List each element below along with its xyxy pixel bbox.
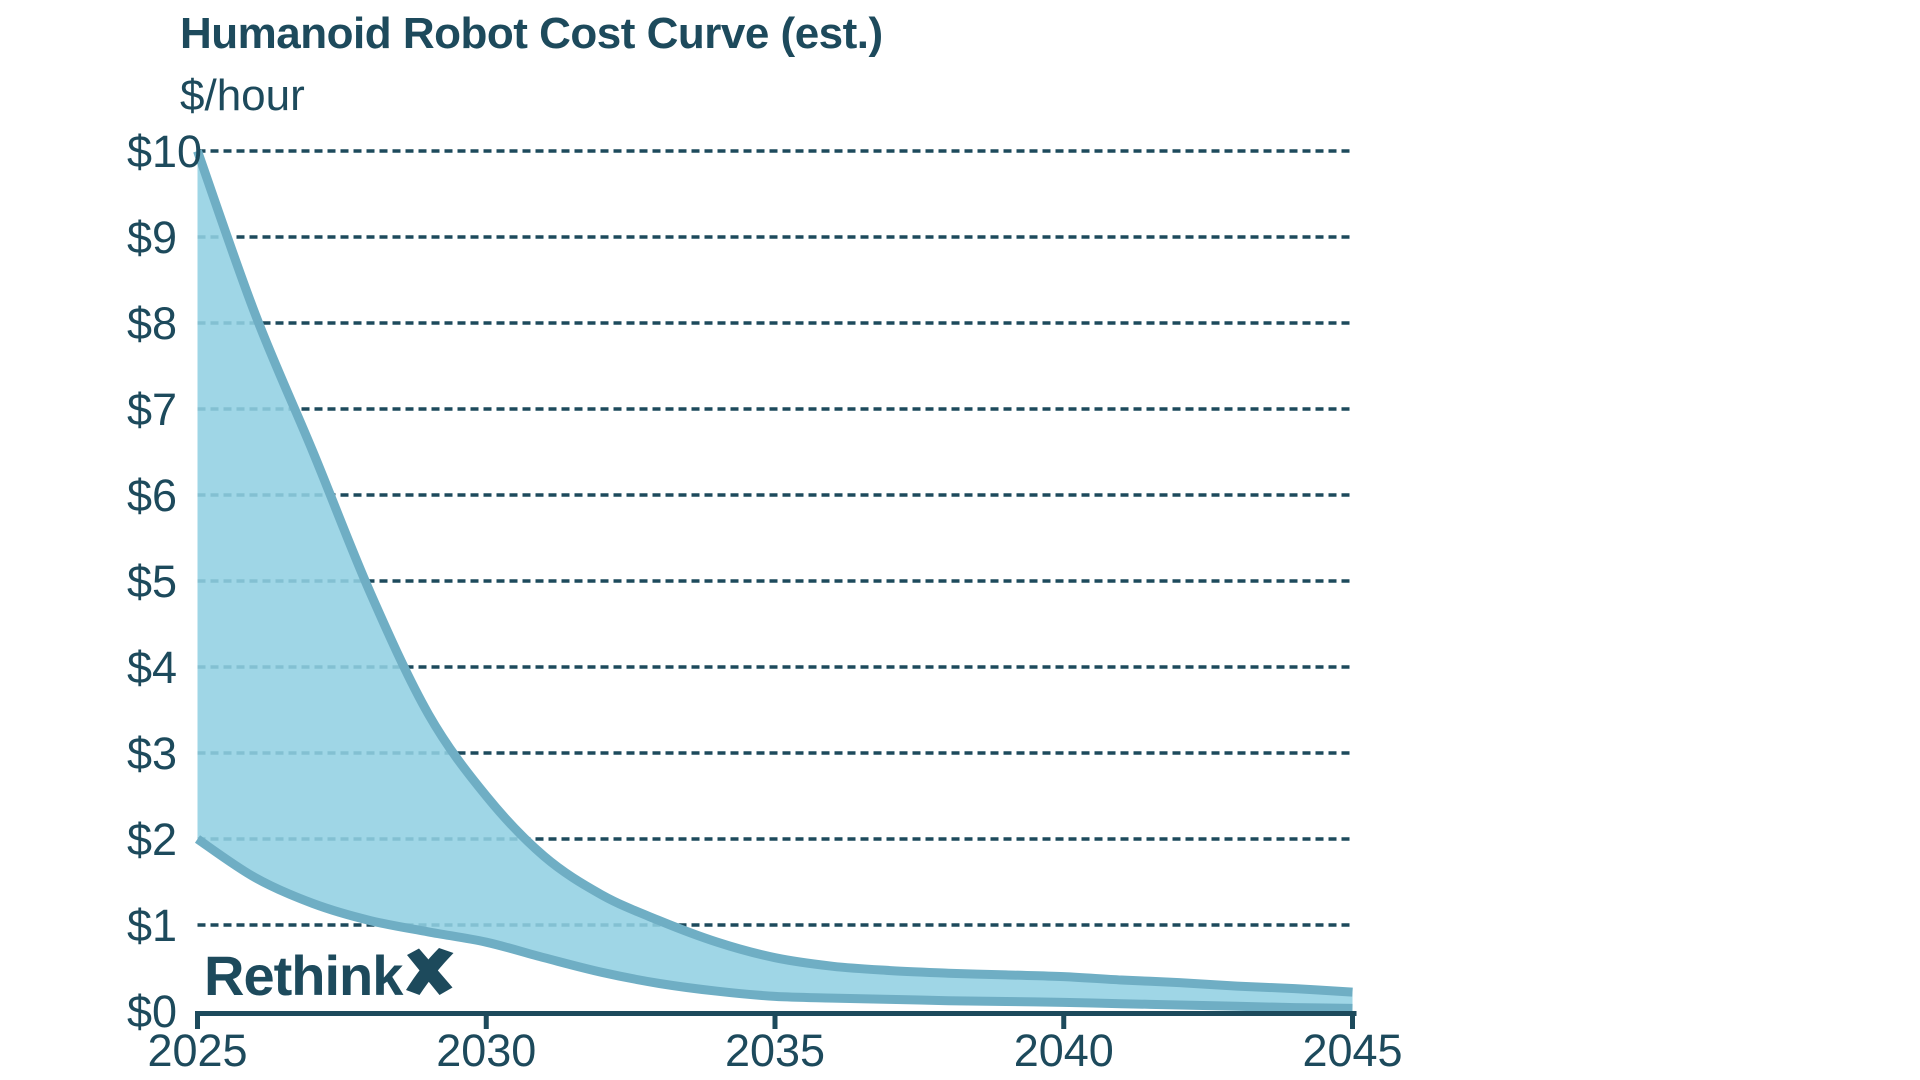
- x-tick-labels: 2025 2030 2035 2040 2045: [147, 1025, 1402, 1076]
- x-tick-label: 2030: [436, 1025, 536, 1076]
- rethinkx-logo: Rethink: [204, 948, 456, 1004]
- rethinkx-x-icon: [406, 948, 454, 995]
- x-tick-label: 2025: [147, 1025, 247, 1076]
- y-tick-label: $4: [127, 642, 177, 693]
- y-tick-label: $3: [127, 728, 177, 779]
- x-axis: [195, 1011, 1357, 1029]
- x-tick-label: 2045: [1302, 1025, 1402, 1076]
- y-tick-label: $5: [127, 556, 177, 607]
- y-tick-label: $7: [127, 384, 177, 435]
- rethinkx-logo-text: Rethink: [204, 944, 403, 1007]
- x-tick-label: 2035: [725, 1025, 825, 1076]
- y-tick-label: $2: [127, 814, 177, 865]
- gridlines: [197, 149, 1353, 927]
- upper-cost-curve: [193, 149, 1353, 997]
- y-tick-labels: $0 $1 $2 $3 $4 $5 $6 $7 $8 $9 $10: [127, 126, 202, 1037]
- y-axis-unit-label: $/hour: [180, 71, 305, 120]
- y-tick-label: $9: [127, 212, 177, 263]
- y-tick-label: $10: [127, 126, 202, 177]
- chart-title: Humanoid Robot Cost Curve (est.): [180, 9, 883, 58]
- y-tick-label: $6: [127, 470, 177, 521]
- lower-cost-curve: [194, 835, 1353, 1013]
- y-tick-label: $1: [127, 900, 177, 951]
- y-tick-label: $8: [127, 298, 177, 349]
- x-tick-label: 2040: [1014, 1025, 1114, 1076]
- y-tick-label: $0: [127, 986, 177, 1037]
